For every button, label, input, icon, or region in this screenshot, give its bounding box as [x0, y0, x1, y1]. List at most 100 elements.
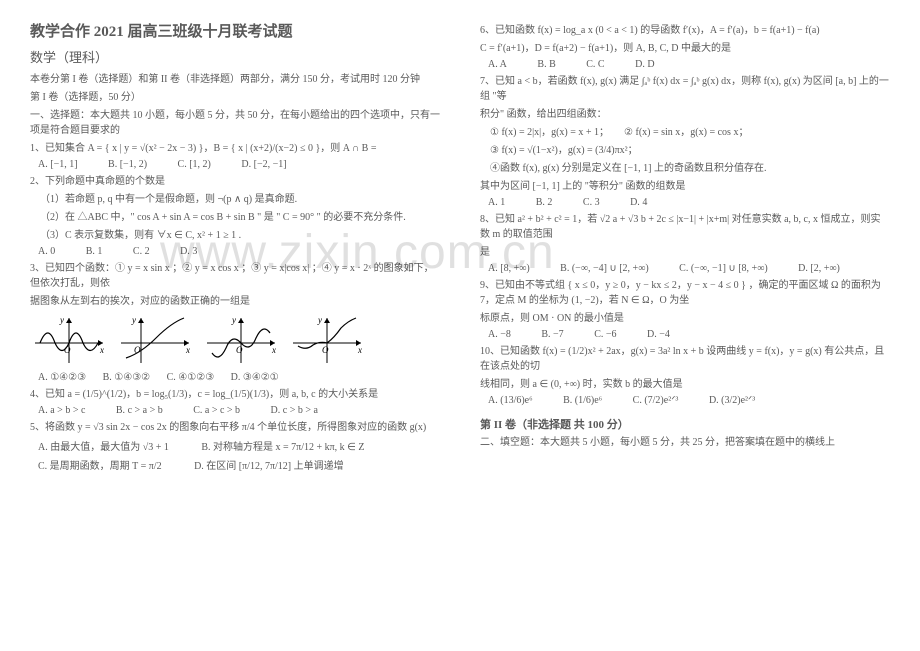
graph-row: x y O x y O: [30, 313, 440, 368]
q6-opt-a-val: A: [500, 59, 507, 70]
q7-g3: ③ f(x) = √(1−x²)，g(x) = (3/4)πx²；: [480, 143, 890, 158]
q10-opt-b: B. (1/6)e⁶: [563, 395, 616, 406]
q7-ask: 其中为区间 [−1, 1] 上的 "等积分" 函数的组数是: [480, 179, 890, 194]
q10-opt-d: D. (3/2)e²ᐟ³: [709, 395, 769, 406]
q6-opt-c-val: C: [598, 59, 605, 70]
q10-opt-c-val: (7/2)e²ᐟ³: [644, 395, 678, 406]
svg-text:O: O: [236, 345, 243, 355]
q7-opt-a-val: 1: [500, 197, 505, 208]
q5-opt-a: A. 由最大值，最大值为 √3 + 1: [38, 442, 169, 453]
q9-opt-d-val: −4: [659, 329, 670, 340]
fill-intro: 二、填空题：本大题共 5 小题，每小题 5 分，共 25 分，把答案填在题中的横…: [480, 435, 890, 450]
q1-opt-b: B. [−1, 2): [108, 159, 161, 170]
q1-opt-a-val: [−1, 1]: [50, 159, 77, 170]
q5-opt-d: D. 在区间 [π/12, 7π/12] 上单调递增: [194, 461, 344, 472]
q1-opt-b-val: [−1, 2): [120, 159, 147, 170]
q2-opt-d: D. 3: [180, 246, 211, 257]
q3-options: A. ①④②③ B. ①④③② C. ④①②③ D. ③④②①: [38, 372, 440, 383]
q8-opt-b: B. (−∞, −4] ∪ [2, +∞): [560, 263, 663, 274]
q1-options: A. [−1, 1] B. [−1, 2) C. [1, 2) D. [−2, …: [38, 159, 440, 170]
q9-opt-c: C. −6: [594, 329, 630, 340]
q2-opt-b: B. 1: [86, 246, 117, 257]
svg-text:x: x: [185, 345, 190, 355]
q9-opt-b: B. −7: [541, 329, 577, 340]
q8-opt-d: D. [2, +∞): [798, 263, 854, 274]
q10-opt-a-val: (13/6)e⁶: [500, 395, 532, 406]
q9-opt-c-val: −6: [606, 329, 617, 340]
q9: 9、已知由不等式组 { x ≤ 0，y ≥ 0，y − kx ≤ 2，y − x…: [480, 278, 890, 308]
q3-cont: 据图象从左到右的挨次，对应的函数正确的一组是: [30, 294, 440, 309]
q8-opt-a-val: [8, +∞): [500, 263, 529, 274]
q8-opt-a: A. [8, +∞): [488, 263, 544, 274]
q7-opt-b-val: 2: [547, 197, 552, 208]
q10: 10、已知函数 f(x) = (1/2)x² + 2ax，g(x) = 3a² …: [480, 344, 890, 374]
q3-opt-c: C. ④①②③: [167, 372, 215, 383]
q3-opt-d: D. ③④②①: [231, 372, 279, 383]
q4-opt-c-val: a > c > b: [205, 405, 240, 416]
graph-3: xyO: [202, 313, 280, 368]
q4-opt-b: B. c > a > b: [116, 405, 177, 416]
svg-text:O: O: [64, 345, 71, 355]
q1-opt-a: A. [−1, 1]: [38, 159, 92, 170]
q7-g1: ① f(x) = 2|x|，g(x) = x + 1； ② f(x) = sin…: [480, 125, 890, 140]
q2-opt-d-val: 3: [192, 246, 197, 257]
q6-options: A. A B. B C. C D. D: [488, 59, 890, 70]
q9-opt-a: A. −8: [488, 329, 525, 340]
q6-cont: C = f′(a+1)，D = f(a+2) − f(a+1)，则 A, B, …: [480, 41, 890, 56]
q8: 8、已知 a² + b² + c² = 1，若 √2 a + √3 b + 2c…: [480, 212, 890, 242]
part2-head: 第 II 卷（非选择题 共 100 分）: [480, 416, 890, 432]
q4-options: A. a > b > c B. c > a > b C. a > c > b D…: [38, 405, 440, 416]
q6: 6、已知函数 f(x) = log_a x (0 < a < 1) 的导函数 f…: [480, 23, 890, 38]
q10-opt-a: A. (13/6)e⁶: [488, 395, 547, 406]
svg-text:y: y: [131, 315, 136, 325]
q7-g1-text: ① f(x) = 2|x|，g(x) = x + 1；: [490, 127, 609, 138]
q1-opt-d: D. [−2, −1]: [241, 159, 300, 170]
q7-opt-d-val: 4: [642, 197, 647, 208]
q7-opt-a: A. 1: [488, 197, 519, 208]
graph-2: x y O: [116, 313, 194, 368]
q9-opt-d: D. −4: [647, 329, 684, 340]
q1-opt-d-val: [−2, −1]: [254, 159, 287, 170]
q8-opt-c-val: (−∞, −1] ∪ [8, +∞): [691, 263, 768, 274]
q7: 7、已知 a < b，若函数 f(x), g(x) 满足 ∫ₐᵇ f(x) dx…: [480, 74, 890, 104]
q8-cont: 是: [480, 245, 890, 260]
q2-options: A. 0 B. 1 C. 2 D. 3: [38, 246, 440, 257]
q1: 1、已知集合 A = { x | y = √(x² − 2x − 3) }，B …: [30, 141, 440, 156]
q8-opt-d-val: [2, +∞): [810, 263, 839, 274]
q5-opt-b: B. 对称轴方程是 x = 7π/12 + kπ, k ∈ Z: [201, 442, 364, 453]
q9-options: A. −8 B. −7 C. −6 D. −4: [488, 329, 890, 340]
q9-opt-b-val: −7: [553, 329, 564, 340]
q2-opt-c: C. 2: [133, 246, 164, 257]
q2-opt-c-val: 2: [145, 246, 150, 257]
q10-opt-d-val: (3/2)e²ᐟ³: [721, 395, 755, 406]
q7-g2-text: ② f(x) = sin x，g(x) = cos x；: [624, 127, 748, 138]
svg-text:y: y: [59, 315, 64, 325]
q2-opt-a-val: 0: [50, 246, 55, 257]
intro-text: 本卷分第 I 卷（选择题）和第 II 卷（非选择题）两部分，满分 150 分，考…: [30, 72, 440, 87]
q3-opt-a: A. ①④②③: [38, 372, 86, 383]
q7-opt-d: D. 4: [630, 197, 661, 208]
q3-opt-b: B. ①④③②: [103, 372, 151, 383]
select-intro: 一、选择题：本大题共 10 小题，每小题 5 分，共 50 分，在每小题给出的四…: [30, 108, 440, 138]
q10-opt-c: C. (7/2)e²ᐟ³: [633, 395, 693, 406]
subject: 数学（理科）: [30, 47, 440, 66]
q2: 2、下列命题中真命题的个数是: [30, 174, 440, 189]
part1-head: 第 I 卷（选择题，50 分）: [30, 90, 440, 105]
q7-g4: ④函数 f(x), g(x) 分别是定义在 [−1, 1] 上的奇函数且积分值存…: [480, 161, 890, 176]
q4-opt-d-val: c > b > a: [283, 405, 318, 416]
left-column: 教学合作 2021 届高三班级十月联考试题 数学（理科） 本卷分第 I 卷（选择…: [30, 20, 440, 476]
q4-opt-d: D. c > b > a: [271, 405, 332, 416]
q1-opt-c: C. [1, 2): [178, 159, 225, 170]
q7-opt-c-val: 3: [595, 197, 600, 208]
q5-options-row2: C. 是周期函数，周期 T = π/2 D. 在区间 [π/12, 7π/12]…: [38, 457, 440, 472]
q5-options-row1: A. 由最大值，最大值为 √3 + 1 B. 对称轴方程是 x = 7π/12 …: [38, 438, 440, 453]
graph-1: x y O: [30, 313, 108, 368]
svg-text:O: O: [322, 345, 329, 355]
svg-text:x: x: [99, 345, 104, 355]
q1-opt-c-val: [1, 2): [189, 159, 211, 170]
q4-opt-b-val: c > a > b: [128, 405, 163, 416]
q4-opt-c: C. a > c > b: [193, 405, 254, 416]
svg-text:O: O: [134, 345, 141, 355]
q2-sub3: （3）C 表示复数集，则有 ∀x ∈ C, x² + 1 ≥ 1 .: [30, 228, 440, 243]
right-column: 6、已知函数 f(x) = log_a x (0 < a < 1) 的导函数 f…: [480, 20, 890, 476]
